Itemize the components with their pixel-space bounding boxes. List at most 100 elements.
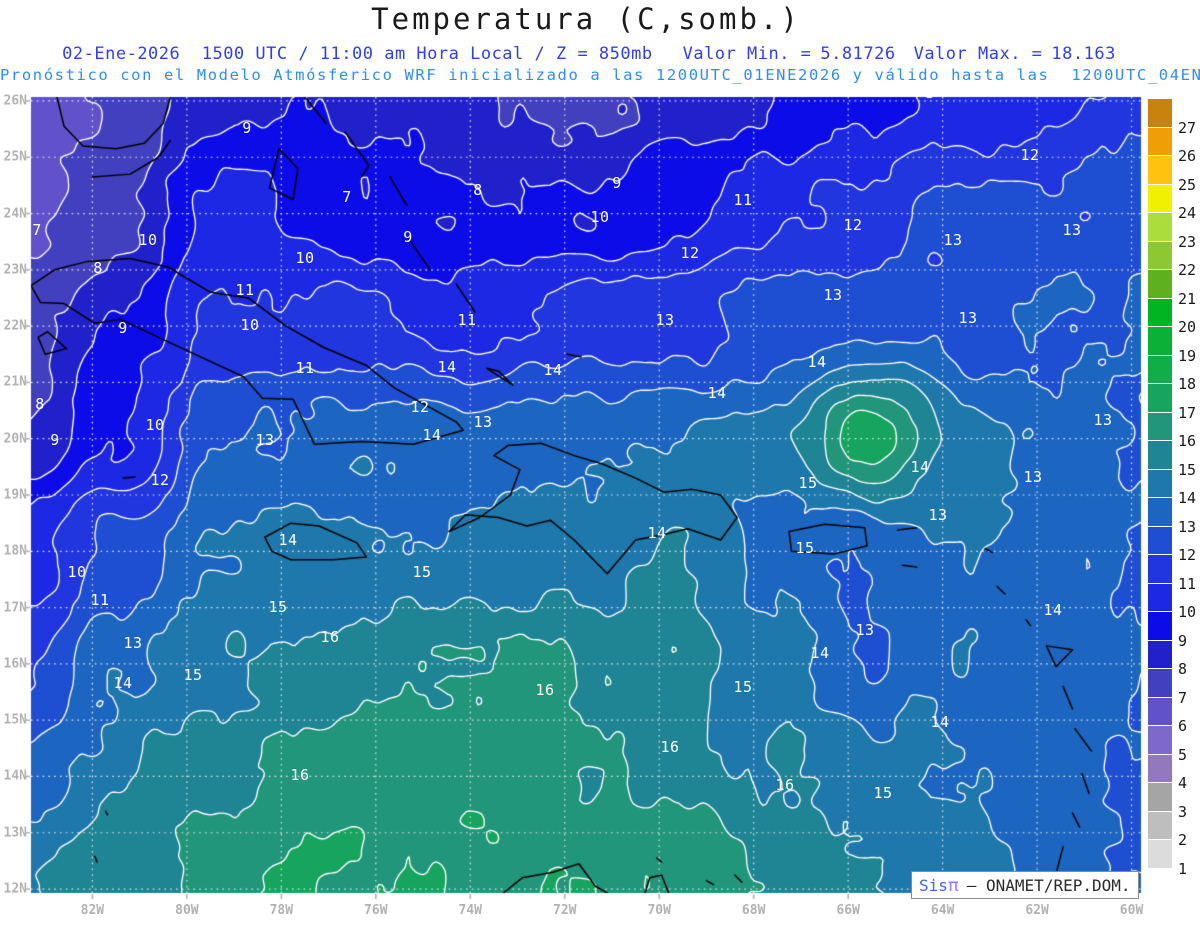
colorbar-band [1148,99,1172,127]
colorbar-tick-label: 16 [1178,432,1197,450]
contour-value-label: 14 [543,361,563,379]
colorbar-tick-label: 26 [1178,147,1197,165]
contour-value-label: 15 [733,678,753,696]
contour-value-label: 15 [873,784,893,802]
lon-tick-label: 72W [552,903,577,918]
colorbar-tick-label: 7 [1178,688,1188,707]
contour-value-label: 12 [150,471,170,489]
lon-tick-label: 80W [175,903,199,918]
colorbar-band [1148,127,1172,155]
contour-value-label: 16 [320,628,340,646]
colorbar-band [1148,526,1172,554]
lon-tick-label: 64W [930,903,955,918]
colorbar-tick-label: 17 [1178,403,1197,422]
colorbar-tick-label: 21 [1178,289,1197,308]
contour-value-label: 10 [67,563,87,581]
colorbar-band [1148,270,1172,298]
contour-value-label: 11 [457,311,477,329]
contour-value-label: 11 [90,591,110,609]
lon-tick-label: 60W [1119,903,1144,918]
contour-value-label: 10 [138,231,158,249]
contour-value-label: 12 [843,216,863,234]
colorbar-tick-label: 4 [1178,774,1188,792]
contour-value-label: 9 [612,174,622,192]
colorbar-tick-label: 8 [1178,660,1188,678]
colorbar-band [1148,555,1172,583]
contour-value-label: 10 [145,416,165,434]
contour-value-label: 10 [240,316,260,334]
contour-value-label: 8 [93,259,103,277]
valor-max-label: Valor Max. = [913,44,1043,64]
pi-symbol: π [947,874,959,896]
contour-value-label: 16 [290,766,310,784]
contour-value-label: 11 [295,359,315,377]
colorbar-tick-label: 2 [1178,831,1188,849]
contour-value-label: 16 [535,681,555,699]
colorbar-tick-label: 1 [1178,859,1188,878]
contour-value-label: 7 [32,221,42,239]
colorbar-tick-label: 6 [1178,717,1188,735]
contour-value-label: 15 [412,563,432,581]
colorbar-band [1148,640,1172,668]
lon-tick-label: 62W [1025,903,1049,918]
colorbar-band [1148,156,1172,184]
lat-tick-label: 15N [3,712,27,728]
contour-value-label: 13 [855,621,875,639]
lat-tick-label: 19N [3,487,27,503]
colorbar-band [1148,498,1172,526]
colorbar-band [1148,213,1172,241]
colorbar-tick-label: 25 [1178,175,1197,194]
colorbar-band [1148,612,1172,640]
contour-value-label: 14 [807,353,827,371]
lat-tick-label: 18N [3,543,27,559]
contour-value-label: 13 [1093,411,1113,429]
colorbar-tick-label: 27 [1178,118,1197,137]
lon-tick-label: 76W [364,903,388,918]
contour-value-label: 9 [403,228,413,246]
branding-box: Sis π — ONAMET/REP.DOM. [911,871,1139,899]
contour-value-label: 13 [655,311,675,329]
lat-tick-label: 24N [3,206,27,222]
contour-value-label: 15 [183,666,203,684]
lat-tick-label: 13N [3,825,27,841]
colorbar-band [1148,754,1172,782]
contour-value-label: 14 [810,644,830,662]
lat-tick-label: 20N [3,431,27,447]
contour-value-label: 14 [707,384,727,402]
colorbar-tick-label: 20 [1178,318,1197,336]
colorbar-band [1148,298,1172,326]
contour-value-label: 16 [660,738,680,756]
contour-value-label: 14 [437,358,457,376]
valor-max-value: 18.163 [1051,44,1116,64]
colorbar-band [1148,811,1172,839]
contour-value-label: 15 [798,474,818,492]
colorbar-band [1148,783,1172,811]
colorbar-tick-label: 23 [1178,232,1197,251]
lat-tick-label: 17N [3,600,27,616]
colorbar-tick-label: 19 [1178,346,1197,365]
colorbar-tick-label: 12 [1178,546,1197,564]
colorbar-tick-label: 15 [1178,460,1197,479]
lon-tick-label: 70W [647,903,671,918]
contour-value-label: 15 [795,539,815,557]
subtitle-datetime: 02-Ene-2026 1500 UTC / 11:00 am Hora Loc… [62,44,653,64]
colorbar-band [1148,441,1172,469]
colorbar-band [1148,355,1172,383]
colorbar-band [1148,726,1172,754]
colorbar-band [1148,583,1172,611]
contour-value-label: 13 [1023,468,1043,486]
subtitle-validity: 02-Ene-2026 1500 UTC / 11:00 am Hora Loc… [0,44,1178,64]
branding-product: Sis [919,875,948,895]
contour-value-label: 14 [910,458,930,476]
contour-value-label: 13 [473,413,493,431]
contour-value-label: 9 [242,119,252,137]
contour-value-label: 9 [118,319,128,337]
lat-tick-label: 26N [3,93,27,109]
colorbar-tick-label: 14 [1178,489,1197,507]
colorbar-tick-label: 10 [1178,603,1197,621]
contour-value-label: 12 [1020,146,1040,164]
colorbar-tick-label: 24 [1178,204,1197,222]
contour-value-label: 14 [422,426,442,444]
contour-value-label: 10 [590,208,610,226]
